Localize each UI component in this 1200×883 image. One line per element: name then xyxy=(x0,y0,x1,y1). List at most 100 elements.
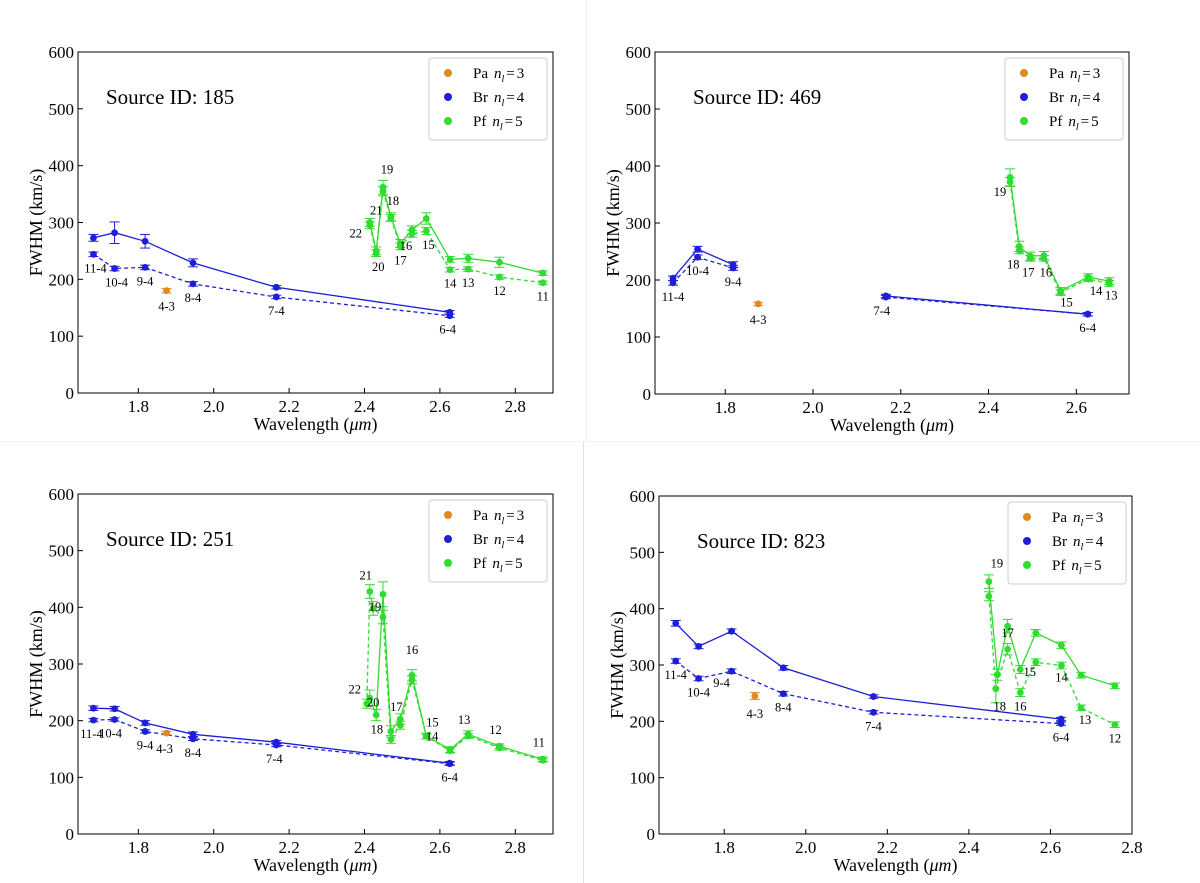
chart-title: Source ID: 469 xyxy=(693,85,821,109)
series-line xyxy=(988,581,1116,687)
legend-n-symbol: n xyxy=(1070,66,1078,82)
legend-equals: = xyxy=(1085,534,1093,550)
line-label: 4-3 xyxy=(156,742,173,756)
line-label: 16 xyxy=(406,643,419,657)
line-label: 17 xyxy=(394,253,407,267)
line-label: 11-4 xyxy=(664,668,687,682)
series-line xyxy=(369,191,543,284)
y-tick-label: 600 xyxy=(626,43,652,62)
legend-box xyxy=(428,57,548,141)
legend-entry-pf: Pf nl = 5 xyxy=(473,114,523,133)
data-point xyxy=(694,245,701,253)
x-axis-label-unit: μm xyxy=(928,855,951,875)
legend-marker-pa xyxy=(1023,513,1031,521)
x-axis-label-prefix: Wavelength ( xyxy=(833,855,929,876)
chart-source-469: 0 100 200 300 400 500 600 1.8 2.0 2.2 2.4 2.6 FWHM (… xyxy=(603,43,1130,436)
legend-entry-br: Br nl = 4 xyxy=(473,90,525,109)
data-point xyxy=(1026,254,1034,262)
y-tick-label: 0 xyxy=(643,385,652,404)
x-tick-label: 2.8 xyxy=(1121,838,1142,857)
legend-n-symbol: n xyxy=(1073,534,1081,550)
legend-entry-pf: Pf nl = 5 xyxy=(1049,114,1099,133)
legend-series-name: Pa xyxy=(473,508,488,524)
y-tick-label: 600 xyxy=(49,43,75,62)
legend-marker-br xyxy=(1020,93,1028,101)
x-tick-label: 2.0 xyxy=(203,838,224,857)
data-point xyxy=(779,664,787,672)
legend-marker-pf xyxy=(1020,117,1028,125)
data-point xyxy=(1004,645,1012,653)
line-label: 11-4 xyxy=(84,261,107,275)
data-point xyxy=(672,619,680,627)
data-point xyxy=(446,747,454,755)
x-tick-label: 2.4 xyxy=(354,838,376,857)
line-label: 14 xyxy=(426,730,439,744)
x-tick-label: 2.2 xyxy=(890,398,911,417)
x-axis-label: Wavelength (μm) xyxy=(830,415,954,436)
legend-entry-pf: Pf nl = 5 xyxy=(1052,558,1102,577)
line-label: 11-4 xyxy=(662,290,685,304)
line-label: 11 xyxy=(537,290,549,304)
line-label: 6-4 xyxy=(1053,731,1070,745)
legend-entry-pf: Pf nl = 5 xyxy=(473,556,523,575)
legend-equals: = xyxy=(505,114,513,130)
legend-n-value: 4 xyxy=(1096,534,1104,550)
legend-equals: = xyxy=(1082,90,1090,106)
line-label: 9-4 xyxy=(137,738,154,752)
data-point xyxy=(669,279,677,287)
line-label: 19 xyxy=(991,557,1004,571)
y-tick-label: 300 xyxy=(630,656,656,675)
legend-marker-br xyxy=(444,535,452,543)
legend-entry-pa: Pa nl = 3 xyxy=(473,508,524,527)
y-tick-label: 200 xyxy=(630,712,656,731)
line-label: 8-4 xyxy=(185,746,202,760)
data-point xyxy=(90,234,97,242)
line-label: 6-4 xyxy=(441,771,458,785)
legend-l-subscript: l xyxy=(1081,518,1084,529)
x-tick-label: 2.4 xyxy=(958,838,980,857)
y-axis-label: FWHM (km/s) xyxy=(26,610,47,718)
y-axis-label: FWHM (km/s) xyxy=(607,611,628,719)
legend-l-subscript: l xyxy=(1078,74,1081,85)
line-label: 19 xyxy=(381,162,394,176)
data-point xyxy=(111,229,118,237)
line-label: 9-4 xyxy=(725,275,742,289)
chart-source-823: 0 100 200 300 400 500 600 1.8 2.0 2.2 2.4 2.6 2.8 FWH… xyxy=(607,487,1143,876)
data-point xyxy=(985,592,993,600)
line-label: 17 xyxy=(1001,626,1014,640)
legend-n-value: 5 xyxy=(515,114,523,130)
panel-source-823: 0 100 200 300 400 500 600 1.8 2.0 2.2 2.4 2.6 2.8 FWH… xyxy=(584,442,1200,883)
legend-equals: = xyxy=(505,556,513,572)
data-point xyxy=(408,676,416,684)
data-point xyxy=(496,258,503,266)
data-point xyxy=(272,293,280,301)
panel-source-251: 0 100 200 300 400 500 600 1.8 2.0 2.2 2.4 2.6 2.8 FWH… xyxy=(0,442,583,883)
x-axis-label-unit: μm xyxy=(348,414,371,434)
legend-marker-pf xyxy=(444,559,452,567)
x-axis-label-suffix: ) xyxy=(952,855,958,876)
legend-n-symbol: n xyxy=(494,66,502,82)
data-point xyxy=(111,265,118,272)
y-tick-label: 500 xyxy=(630,543,656,562)
data-point xyxy=(729,264,737,272)
y-axis-label: FWHM (km/s) xyxy=(603,169,624,277)
x-tick-label: 1.8 xyxy=(128,397,149,416)
line-label: 15 xyxy=(426,716,439,730)
line-label: 13 xyxy=(462,276,475,290)
line-label: 12 xyxy=(493,284,506,298)
y-tick-label: 300 xyxy=(626,214,652,233)
data-point xyxy=(870,693,877,700)
legend-n-value: 3 xyxy=(517,66,525,82)
line-label: 11 xyxy=(533,735,545,749)
chart-source-185: 0 100 200 300 400 500 600 1.8 2.0 2.2 2.4 2.6 2.8 FWH… xyxy=(26,43,554,435)
line-label: 16 xyxy=(1040,265,1053,279)
data-point xyxy=(396,721,404,729)
legend-entry-pa: Pa nl = 3 xyxy=(1052,510,1103,529)
series-line xyxy=(885,296,1088,315)
legend-entry-br: Br nl = 4 xyxy=(1049,90,1101,109)
data-point xyxy=(694,253,701,261)
legend-equals: = xyxy=(506,66,514,82)
line-label: 10-4 xyxy=(99,727,123,741)
data-point xyxy=(387,735,395,743)
y-tick-label: 0 xyxy=(66,825,75,844)
